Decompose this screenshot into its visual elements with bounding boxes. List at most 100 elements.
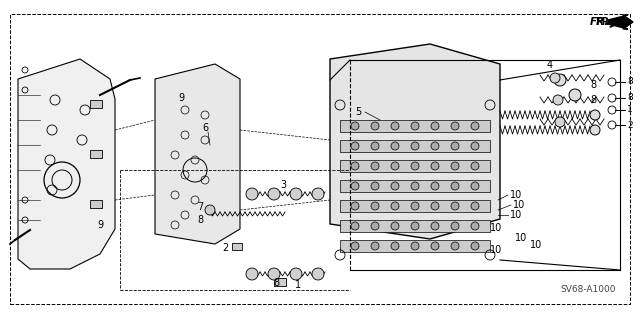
Circle shape	[371, 142, 379, 150]
Circle shape	[471, 242, 479, 250]
Circle shape	[351, 162, 359, 170]
Polygon shape	[155, 64, 240, 244]
Text: 1: 1	[627, 106, 633, 115]
Text: 8: 8	[627, 93, 633, 102]
Circle shape	[451, 182, 459, 190]
Text: SV68-A1000: SV68-A1000	[560, 286, 616, 294]
Circle shape	[411, 182, 419, 190]
Bar	[90, 200, 102, 208]
Circle shape	[411, 142, 419, 150]
Circle shape	[351, 222, 359, 230]
Circle shape	[555, 117, 565, 127]
Text: 8: 8	[197, 215, 203, 225]
Text: 5: 5	[355, 107, 361, 117]
Circle shape	[471, 222, 479, 230]
Circle shape	[590, 110, 600, 120]
Polygon shape	[330, 44, 500, 239]
Circle shape	[268, 268, 280, 280]
Circle shape	[451, 122, 459, 130]
Circle shape	[431, 122, 439, 130]
Text: 8: 8	[590, 80, 596, 90]
Bar	[90, 100, 102, 108]
Circle shape	[554, 74, 566, 86]
Circle shape	[371, 202, 379, 210]
Circle shape	[553, 95, 563, 105]
Circle shape	[471, 122, 479, 130]
Circle shape	[371, 242, 379, 250]
Circle shape	[246, 268, 258, 280]
Circle shape	[411, 242, 419, 250]
Text: 2: 2	[222, 243, 228, 253]
Circle shape	[351, 242, 359, 250]
Circle shape	[351, 202, 359, 210]
Text: FR.: FR.	[590, 17, 609, 27]
Circle shape	[351, 122, 359, 130]
Circle shape	[268, 188, 280, 200]
Circle shape	[391, 202, 399, 210]
Circle shape	[431, 142, 439, 150]
Polygon shape	[18, 59, 115, 269]
Circle shape	[371, 122, 379, 130]
Bar	[340, 120, 490, 132]
Circle shape	[451, 162, 459, 170]
Text: 7: 7	[197, 202, 204, 212]
Text: 4: 4	[547, 60, 553, 70]
Circle shape	[431, 162, 439, 170]
Circle shape	[431, 222, 439, 230]
Text: 9: 9	[178, 93, 184, 103]
Circle shape	[471, 182, 479, 190]
Bar	[274, 278, 286, 286]
Text: 8: 8	[627, 78, 633, 86]
Circle shape	[411, 162, 419, 170]
Circle shape	[569, 89, 581, 101]
Circle shape	[391, 142, 399, 150]
Circle shape	[411, 122, 419, 130]
Circle shape	[391, 222, 399, 230]
Circle shape	[451, 222, 459, 230]
Text: 10: 10	[490, 223, 502, 233]
Text: 9: 9	[97, 220, 103, 230]
Polygon shape	[608, 15, 633, 29]
Circle shape	[451, 142, 459, 150]
Circle shape	[451, 242, 459, 250]
Circle shape	[312, 268, 324, 280]
Circle shape	[312, 188, 324, 200]
Circle shape	[391, 182, 399, 190]
Circle shape	[471, 202, 479, 210]
Bar	[232, 243, 242, 250]
Text: FR.: FR.	[595, 17, 613, 27]
Circle shape	[550, 73, 560, 83]
Text: 10: 10	[515, 233, 527, 243]
Bar	[340, 200, 490, 212]
Circle shape	[290, 188, 302, 200]
Circle shape	[371, 182, 379, 190]
Circle shape	[411, 222, 419, 230]
Circle shape	[471, 142, 479, 150]
Circle shape	[290, 268, 302, 280]
Circle shape	[451, 202, 459, 210]
Text: 10: 10	[510, 210, 522, 220]
Circle shape	[431, 242, 439, 250]
Circle shape	[205, 205, 215, 215]
Bar	[340, 140, 490, 152]
Text: 10: 10	[530, 240, 542, 250]
Text: 8: 8	[590, 95, 596, 105]
Circle shape	[371, 162, 379, 170]
Circle shape	[391, 242, 399, 250]
Text: 10: 10	[513, 200, 525, 210]
Circle shape	[391, 122, 399, 130]
Circle shape	[351, 182, 359, 190]
Text: 8: 8	[273, 278, 279, 288]
Circle shape	[590, 125, 600, 135]
Circle shape	[471, 162, 479, 170]
Text: 3: 3	[280, 180, 286, 190]
Circle shape	[371, 222, 379, 230]
Circle shape	[351, 142, 359, 150]
Bar	[340, 180, 490, 192]
Circle shape	[431, 202, 439, 210]
Circle shape	[411, 202, 419, 210]
Text: 1: 1	[295, 280, 301, 290]
Text: 2: 2	[627, 121, 632, 130]
Circle shape	[431, 182, 439, 190]
Bar	[340, 160, 490, 172]
